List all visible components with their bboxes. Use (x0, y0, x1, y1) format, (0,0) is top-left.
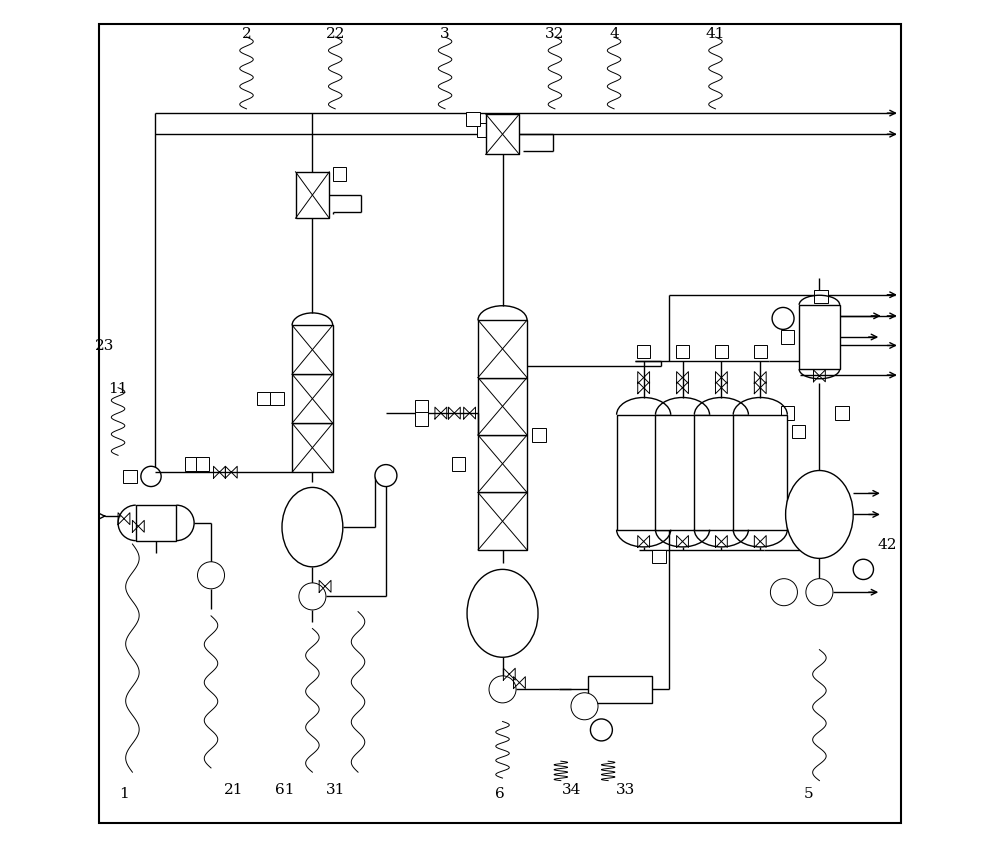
Bar (792, 425, 805, 439)
Bar (639, 415, 652, 429)
Circle shape (141, 467, 161, 487)
Circle shape (571, 693, 598, 720)
Bar (532, 429, 546, 442)
Circle shape (806, 579, 833, 606)
Bar (676, 345, 689, 359)
Circle shape (590, 719, 612, 741)
Bar (292, 326, 333, 375)
Bar (123, 470, 137, 484)
Bar (715, 345, 728, 359)
Ellipse shape (282, 488, 343, 567)
Bar (588, 676, 652, 703)
Bar (655, 415, 710, 530)
Bar (694, 415, 748, 530)
Bar (136, 506, 176, 541)
Circle shape (853, 560, 873, 580)
Ellipse shape (786, 471, 853, 559)
Text: 41: 41 (706, 27, 725, 41)
Text: 6: 6 (495, 787, 505, 800)
Bar (185, 457, 198, 471)
Bar (478, 493, 527, 550)
Bar (292, 424, 333, 473)
Circle shape (489, 676, 516, 703)
Bar (452, 457, 465, 471)
Bar (835, 407, 849, 420)
Bar (652, 550, 666, 564)
Bar (478, 321, 527, 378)
Bar (292, 375, 333, 424)
Text: 4: 4 (609, 27, 619, 41)
Bar (754, 345, 767, 359)
Text: 11: 11 (108, 381, 128, 395)
Bar (270, 392, 284, 406)
Bar (314, 183, 328, 197)
Bar (781, 407, 794, 420)
Bar (415, 400, 428, 414)
Text: 21: 21 (224, 782, 244, 796)
Bar (478, 378, 527, 436)
Bar (781, 331, 794, 344)
Bar (296, 173, 329, 219)
Bar (637, 345, 650, 359)
Bar (617, 415, 671, 530)
Text: 22: 22 (325, 27, 345, 41)
Circle shape (772, 308, 794, 330)
Text: 31: 31 (326, 782, 345, 796)
Text: 33: 33 (615, 782, 635, 796)
Text: 34: 34 (562, 782, 582, 796)
Bar (466, 113, 480, 127)
Circle shape (197, 562, 225, 589)
Bar (814, 290, 828, 304)
Bar (477, 124, 491, 138)
Circle shape (770, 579, 797, 606)
Bar (333, 168, 346, 181)
Text: 1: 1 (119, 787, 129, 800)
Text: 61: 61 (275, 782, 294, 796)
Text: 23: 23 (95, 339, 114, 353)
Ellipse shape (467, 570, 538, 657)
Bar (486, 115, 519, 155)
Bar (257, 392, 270, 406)
Text: 32: 32 (545, 27, 565, 41)
Circle shape (299, 583, 326, 610)
Bar (415, 413, 428, 426)
Text: 2: 2 (242, 27, 251, 41)
Text: 42: 42 (877, 538, 897, 551)
Text: 3: 3 (440, 27, 450, 41)
Bar (478, 436, 527, 493)
Bar (733, 415, 787, 530)
Text: 5: 5 (804, 787, 813, 800)
Bar (799, 306, 840, 370)
Bar (196, 457, 209, 471)
Circle shape (375, 465, 397, 487)
